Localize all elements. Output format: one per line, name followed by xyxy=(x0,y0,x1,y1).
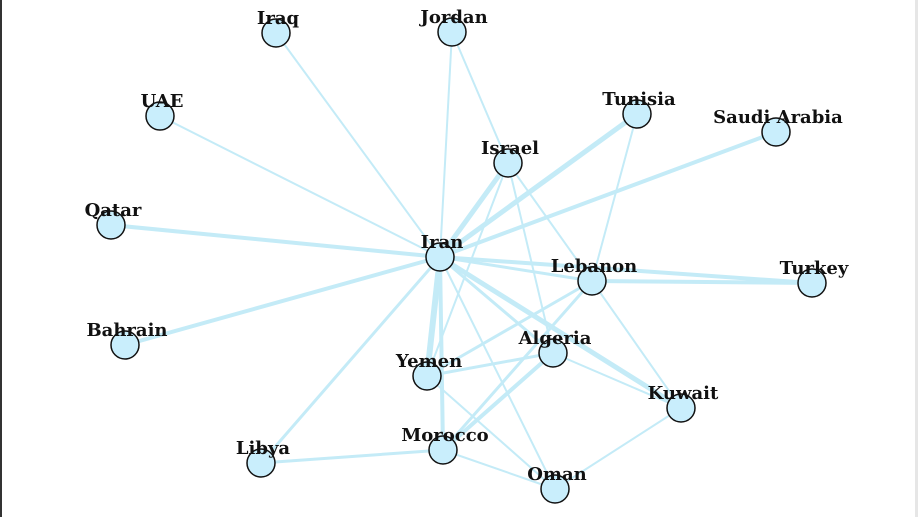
node-label: Tunisia xyxy=(602,89,676,110)
node-circle[interactable] xyxy=(261,18,291,48)
node-kuwait[interactable]: Kuwait xyxy=(648,383,719,423)
node-algeria[interactable]: Algeria xyxy=(518,328,592,368)
edge-iran-libya xyxy=(259,255,442,465)
node-circle[interactable] xyxy=(538,338,568,368)
edge-algeria-kuwait xyxy=(552,352,682,409)
node-label: Jordan xyxy=(418,7,487,28)
node-circle[interactable] xyxy=(666,393,696,423)
node-label: Saudi Arabia xyxy=(713,107,843,128)
node-circle[interactable] xyxy=(493,148,523,178)
edges-layer xyxy=(109,31,814,490)
edge-morocco-libya xyxy=(259,448,445,465)
node-circle[interactable] xyxy=(797,268,827,298)
node-circle[interactable] xyxy=(622,99,652,129)
node-qatar[interactable]: Qatar xyxy=(85,200,142,240)
left-border xyxy=(0,0,2,517)
edge-israel-algeria xyxy=(507,162,554,354)
node-jordan[interactable]: Jordan xyxy=(418,7,488,47)
edge-iran-bahrain xyxy=(123,255,442,347)
edge-iran-saudi-arabia xyxy=(438,130,778,259)
node-label: Israel xyxy=(481,138,539,159)
node-tunisia[interactable]: Tunisia xyxy=(602,89,676,129)
node-saudi-arabia[interactable]: Saudi Arabia xyxy=(713,107,843,147)
node-circle[interactable] xyxy=(761,117,791,147)
node-label: Bahrain xyxy=(86,320,167,341)
node-label: Oman xyxy=(527,464,586,485)
node-yemen[interactable]: Yemen xyxy=(395,351,462,391)
node-morocco[interactable]: Morocco xyxy=(401,425,489,465)
node-label: Libya xyxy=(236,438,291,459)
edge-israel-yemen xyxy=(426,162,509,377)
edge-iran-turkey xyxy=(438,255,814,285)
node-label: UAE xyxy=(141,91,184,112)
edge-iran-kuwait xyxy=(437,254,684,411)
node-label: Morocco xyxy=(401,425,488,446)
node-turkey[interactable]: Turkey xyxy=(780,258,849,298)
node-circle[interactable] xyxy=(577,266,607,296)
node-circle[interactable] xyxy=(412,361,442,391)
node-label: Kuwait xyxy=(648,383,719,404)
node-iraq[interactable]: Iraq xyxy=(257,8,300,48)
node-label: Turkey xyxy=(780,258,849,279)
edge-iran-yemen xyxy=(424,254,443,379)
node-label: Algeria xyxy=(518,328,592,349)
node-circle[interactable] xyxy=(110,330,140,360)
node-bahrain[interactable]: Bahrain xyxy=(86,320,168,360)
edge-iran-oman xyxy=(439,256,556,490)
node-circle[interactable] xyxy=(428,435,458,465)
edge-yemen-oman xyxy=(426,375,556,490)
node-label: Iraq xyxy=(257,8,300,29)
edge-lebanon-morocco xyxy=(441,279,594,452)
edge-iran-lebanon xyxy=(438,255,594,283)
edge-lebanon-kuwait xyxy=(591,280,682,409)
node-oman[interactable]: Oman xyxy=(527,464,587,504)
node-lebanon[interactable]: Lebanon xyxy=(551,256,638,296)
node-label: Lebanon xyxy=(551,256,638,277)
nodes-layer: Iraq Jordan UAE Tunisia Saudi Arabia Israel Qa… xyxy=(85,7,849,504)
node-circle[interactable] xyxy=(540,474,570,504)
edge-kuwait-oman xyxy=(554,407,682,490)
node-circle[interactable] xyxy=(246,448,276,478)
node-label: Iran xyxy=(421,232,464,253)
edge-algeria-yemen xyxy=(425,351,555,378)
edge-iran-uae xyxy=(159,115,441,258)
edge-lebanon-turkey xyxy=(590,279,814,285)
node-label: Qatar xyxy=(85,200,142,221)
edge-tunisia-lebanon xyxy=(591,113,638,282)
node-circle[interactable] xyxy=(96,210,126,240)
node-circle[interactable] xyxy=(437,17,467,47)
edge-israel-lebanon xyxy=(507,162,593,282)
edge-iran-algeria xyxy=(438,255,555,355)
node-iran[interactable]: Iran xyxy=(421,232,464,272)
node-label: Yemen xyxy=(395,351,462,372)
edge-iran-morocco xyxy=(438,255,445,452)
edge-lebanon-yemen xyxy=(425,279,594,378)
edge-algeria-morocco xyxy=(441,351,555,452)
edge-morocco-oman xyxy=(442,449,556,490)
node-israel[interactable]: Israel xyxy=(481,138,539,178)
node-libya[interactable]: Libya xyxy=(236,438,291,478)
node-circle[interactable] xyxy=(145,101,175,131)
edge-iran-iraq xyxy=(275,32,441,258)
right-border xyxy=(915,0,918,517)
edge-iran-israel xyxy=(437,160,511,260)
edge-iran-qatar xyxy=(109,223,442,259)
edge-iran-tunisia xyxy=(437,111,640,260)
edge-israel-jordan xyxy=(451,31,509,164)
node-circle[interactable] xyxy=(425,242,455,272)
node-uae[interactable]: UAE xyxy=(141,91,184,131)
edge-iran-jordan xyxy=(439,31,453,258)
